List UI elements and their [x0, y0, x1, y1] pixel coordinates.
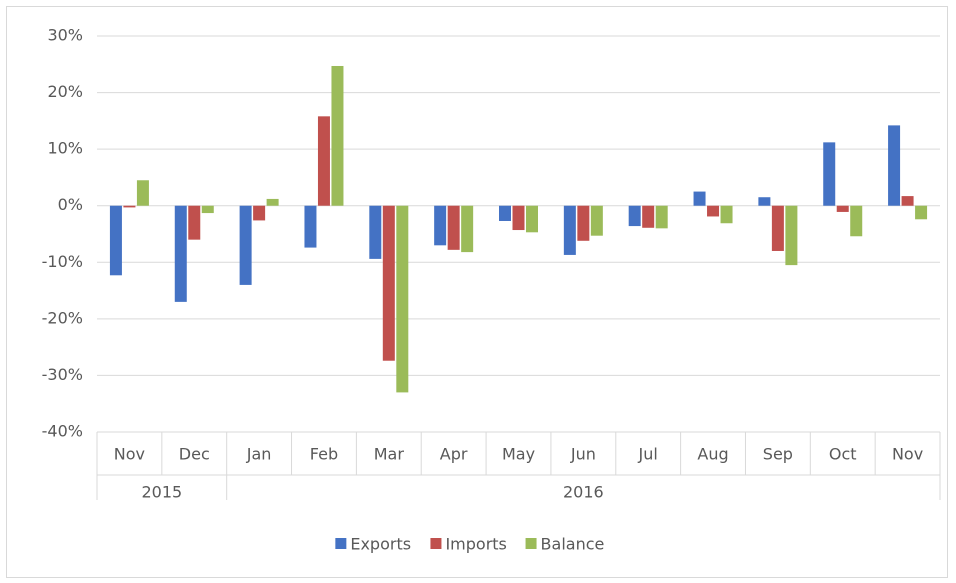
bar [693, 191, 706, 206]
bar [771, 205, 784, 251]
x-tick-label: Mar [374, 445, 405, 464]
legend-swatch [525, 538, 537, 549]
bar [239, 205, 252, 285]
bar [563, 205, 576, 255]
bar [461, 205, 474, 253]
bar [317, 116, 330, 206]
bar [136, 180, 149, 206]
legend-label: Imports [445, 535, 506, 554]
y-tick-label: -30% [42, 365, 83, 384]
bar [369, 205, 382, 259]
y-tick-label: -40% [42, 422, 83, 441]
x-tick-label: Nov [892, 445, 923, 464]
bar [174, 205, 187, 302]
x-tick-label: Dec [179, 445, 210, 464]
legend-label: Balance [541, 535, 605, 554]
bar [266, 198, 279, 206]
bar [188, 205, 201, 240]
group-label: 2015 [141, 483, 182, 502]
bar [823, 142, 836, 206]
x-tick-label: Jun [570, 445, 596, 464]
bar [253, 205, 266, 221]
x-tick-label: Feb [310, 445, 338, 464]
bar [123, 205, 136, 208]
x-tick-label: May [502, 445, 535, 464]
bar [785, 205, 798, 266]
x-tick-label: Sep [763, 445, 793, 464]
bar [109, 205, 122, 276]
bar [526, 205, 538, 233]
x-tick-label: Nov [114, 445, 145, 464]
bar [628, 205, 641, 227]
x-tick-label: Jul [638, 445, 658, 464]
bar [304, 205, 317, 248]
bar [720, 205, 733, 224]
bar [655, 205, 668, 229]
legend-swatch [335, 538, 347, 549]
bar [590, 205, 603, 236]
bar [512, 205, 525, 231]
bar [642, 205, 655, 228]
x-tick-label: Apr [440, 445, 468, 464]
bar [396, 205, 409, 393]
bar [758, 197, 771, 206]
bar [888, 125, 901, 206]
bar [447, 205, 460, 250]
legend-label: Exports [350, 535, 411, 554]
bar [850, 205, 863, 237]
y-tick-label: 10% [47, 139, 83, 158]
chart-border [6, 6, 948, 578]
y-tick-label: -20% [42, 308, 83, 327]
bar [836, 205, 849, 212]
y-tick-label: 30% [47, 26, 83, 45]
y-tick-label: -10% [42, 252, 83, 271]
x-tick-label: Oct [829, 445, 857, 464]
legend-swatch [430, 538, 442, 549]
bar [901, 196, 914, 206]
group-label: 2016 [563, 483, 604, 502]
bar [434, 205, 447, 246]
y-tick-label: 20% [47, 82, 83, 101]
bar [915, 205, 928, 220]
bar [201, 205, 214, 214]
bar [577, 205, 590, 241]
bar [382, 205, 395, 361]
x-tick-label: Aug [697, 445, 728, 464]
bar [331, 65, 344, 206]
bar [499, 205, 511, 221]
x-tick-label: Jan [246, 445, 272, 464]
y-tick-label: 0% [58, 195, 83, 214]
bar [707, 205, 720, 217]
